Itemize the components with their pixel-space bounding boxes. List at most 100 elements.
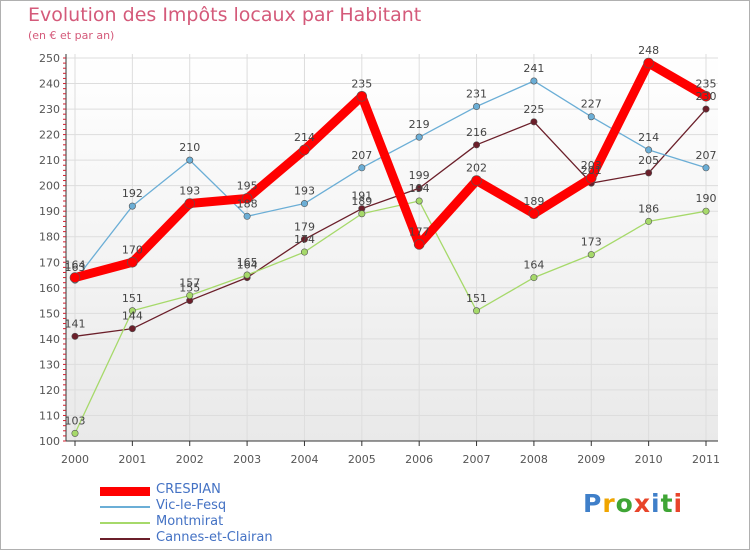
y-tick-label: 150	[39, 307, 60, 320]
data-label: 192	[122, 187, 143, 200]
logo-letter: o	[615, 489, 634, 518]
logo-letter: x	[633, 489, 651, 518]
x-tick-label: 2002	[176, 453, 204, 466]
data-label: 151	[466, 292, 487, 305]
data-label: 210	[179, 141, 200, 154]
data-point	[528, 208, 540, 220]
x-tick-label: 2010	[635, 453, 663, 466]
data-point	[415, 184, 423, 192]
data-label: 173	[581, 236, 602, 249]
data-label: 201	[581, 164, 602, 177]
data-label: 241	[523, 62, 544, 75]
plot-area	[66, 54, 718, 441]
x-tick-label: 2007	[463, 453, 491, 466]
data-label: 170	[122, 243, 143, 256]
data-label: 190	[696, 192, 717, 205]
legend-swatch	[100, 506, 150, 508]
legend-label: CRESPIAN	[156, 482, 221, 497]
data-point	[415, 133, 423, 141]
data-label: 195	[237, 179, 258, 192]
data-label: 164	[237, 259, 258, 272]
data-point	[358, 164, 366, 172]
data-point	[186, 291, 194, 299]
data-point	[471, 175, 482, 186]
data-label: 189	[523, 195, 544, 208]
data-label: 165	[237, 256, 258, 269]
data-label: 151	[122, 292, 143, 305]
y-tick-label: 240	[39, 78, 60, 91]
data-label: 216	[466, 126, 487, 139]
data-point	[241, 193, 253, 204]
legend-swatch	[100, 486, 150, 496]
data-point	[473, 307, 481, 315]
data-point	[643, 57, 654, 69]
data-point	[587, 251, 595, 259]
data-label: 194	[409, 182, 430, 195]
y-tick-label: 110	[39, 409, 60, 422]
data-label: 179	[294, 220, 315, 233]
x-tick-label: 2001	[118, 453, 146, 466]
data-label: 235	[696, 77, 717, 90]
y-tick-label: 120	[39, 384, 60, 397]
x-tick-label: 2009	[577, 453, 605, 466]
x-tick-label: 2003	[233, 453, 261, 466]
y-tick-label: 230	[39, 103, 60, 116]
data-label: 227	[581, 98, 602, 111]
data-point	[300, 200, 308, 208]
data-label: 202	[466, 162, 487, 175]
data-point	[356, 91, 368, 102]
x-tick-label: 2011	[692, 453, 720, 466]
data-label: 235	[351, 77, 372, 90]
logo-letter: i	[651, 489, 661, 518]
data-point	[473, 141, 481, 149]
data-label: 205	[638, 154, 659, 167]
data-point	[645, 169, 653, 177]
data-point	[71, 429, 79, 437]
x-tick-label: 2000	[61, 453, 89, 466]
data-point	[473, 103, 481, 111]
data-point	[530, 274, 538, 282]
x-tick-label: 2008	[520, 453, 548, 466]
x-tick-label: 2006	[405, 453, 433, 466]
data-point	[645, 217, 653, 225]
series-line	[74, 80, 707, 281]
data-point	[585, 172, 597, 184]
data-point	[69, 272, 81, 283]
data-point	[702, 164, 710, 172]
data-point	[128, 202, 136, 210]
proxiti-logo: Proxiti	[583, 489, 683, 518]
chart-subtitle: (en € et par an)	[28, 29, 115, 42]
data-label: 207	[696, 149, 717, 162]
data-point	[299, 144, 310, 156]
data-point	[71, 332, 79, 340]
y-tick-label: 190	[39, 205, 60, 218]
data-point	[243, 212, 251, 220]
series-line	[74, 200, 707, 434]
data-label: 103	[65, 414, 86, 427]
data-point	[243, 271, 251, 279]
data-point	[184, 198, 196, 209]
logo-letter: t	[660, 489, 674, 518]
y-tick-label: 180	[39, 231, 60, 244]
legend-label: Cannes-et-Clairan	[156, 530, 273, 545]
data-label: 174	[294, 233, 315, 246]
data-point	[186, 156, 194, 164]
data-label: 207	[351, 149, 372, 162]
logo-letter: P	[583, 489, 603, 518]
data-label: 186	[638, 202, 659, 215]
data-label: 177	[409, 225, 430, 238]
data-point	[645, 146, 653, 154]
data-point	[358, 210, 366, 218]
logo-letter: i	[673, 489, 684, 518]
data-point	[128, 307, 136, 315]
data-point	[300, 235, 308, 243]
data-label: 193	[294, 185, 315, 198]
data-label: 188	[237, 197, 258, 210]
data-label: 144	[122, 310, 143, 323]
legend-swatch	[100, 538, 150, 540]
data-point	[530, 77, 538, 85]
x-tick-label: 2004	[290, 453, 318, 466]
data-point	[300, 248, 308, 256]
data-point	[700, 91, 712, 102]
